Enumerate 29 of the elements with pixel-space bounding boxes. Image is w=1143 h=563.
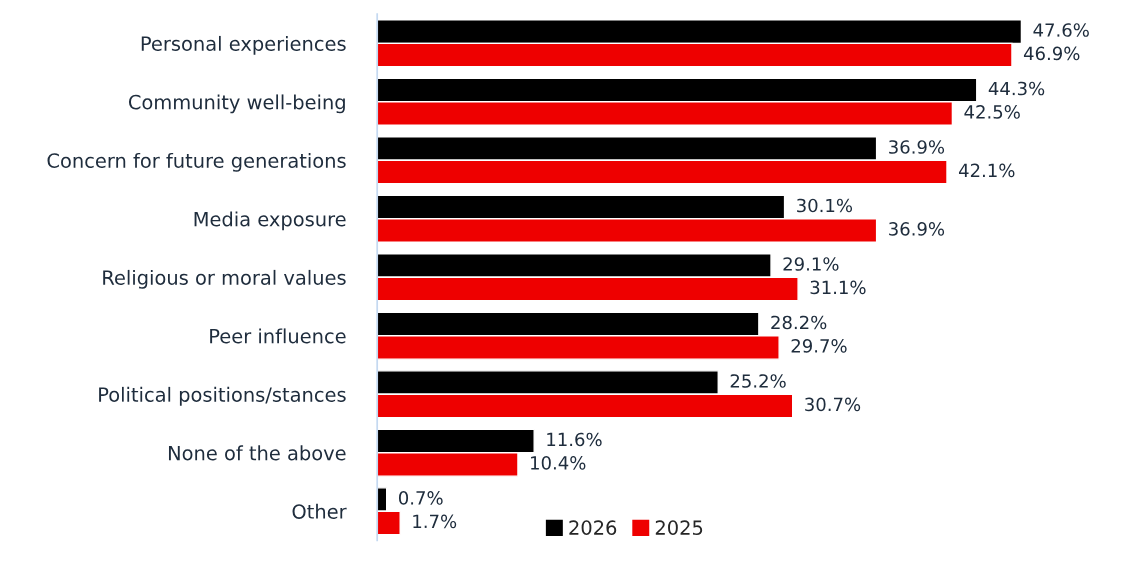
data-label: 42.1% bbox=[958, 163, 1015, 178]
y-tick-label: Personal experiences bbox=[141, 35, 346, 55]
data-label: 30.7% bbox=[805, 397, 861, 412]
data-label: 36.9% bbox=[889, 140, 945, 154]
data-label: 0.7% bbox=[398, 491, 443, 505]
y-tick-label: Media exposure bbox=[194, 211, 346, 231]
data-label: 36.9% bbox=[889, 222, 945, 236]
data-label: 28.2% bbox=[771, 315, 827, 330]
data-label: 1.7% bbox=[413, 514, 457, 529]
data-label: 42.5% bbox=[964, 105, 1020, 119]
data-label: 11.6% bbox=[547, 432, 602, 447]
data-label: 30.1% bbox=[797, 198, 853, 213]
data-label: 25.2% bbox=[730, 374, 786, 388]
legend-label: 2025 bbox=[655, 520, 703, 535]
y-tick-label: Political positions/stances bbox=[99, 386, 346, 406]
data-label: 31.1% bbox=[810, 280, 866, 295]
legend-label: 2026 bbox=[569, 520, 617, 535]
data-label: 47.6% bbox=[1033, 23, 1089, 37]
y-tick-label: Religious or moral values bbox=[103, 269, 346, 289]
data-label: 29.1% bbox=[783, 257, 839, 271]
y-tick-label: Community well-being bbox=[128, 94, 345, 114]
data-label: 10.4% bbox=[531, 456, 586, 470]
data-label: 44.3% bbox=[988, 81, 1045, 96]
data-label: 46.9% bbox=[1023, 46, 1080, 61]
y-tick-label: Concern for future generations bbox=[47, 152, 346, 172]
y-tick-label: None of the above bbox=[168, 445, 346, 461]
y-tick-label: Other bbox=[292, 503, 347, 519]
data-label: 29.7% bbox=[791, 339, 847, 353]
y-tick-label: Peer influence bbox=[210, 328, 346, 344]
